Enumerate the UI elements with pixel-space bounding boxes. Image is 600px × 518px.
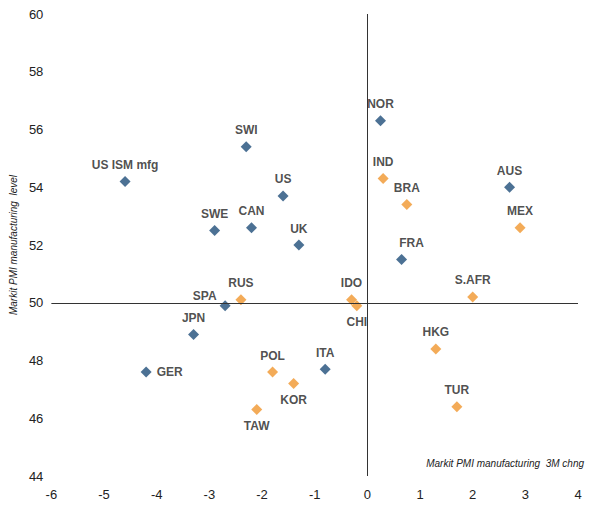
svg-text:54: 54 xyxy=(29,180,43,195)
svg-text:58: 58 xyxy=(29,64,43,79)
svg-text:44: 44 xyxy=(29,469,43,484)
svg-text:56: 56 xyxy=(29,122,43,137)
svg-text:1: 1 xyxy=(416,487,423,502)
svg-text:-3: -3 xyxy=(204,487,216,502)
svg-text:-2: -2 xyxy=(256,487,268,502)
svg-text:ITA: ITA xyxy=(316,346,335,360)
svg-text:HKG: HKG xyxy=(422,325,449,339)
svg-text:MEX: MEX xyxy=(507,204,533,218)
svg-text:-1: -1 xyxy=(309,487,321,502)
svg-text:BRA: BRA xyxy=(394,181,420,195)
svg-text:Markit PMI manufacturing 3M c: Markit PMI manufacturing 3M chng xyxy=(426,458,584,469)
svg-text:46: 46 xyxy=(29,411,43,426)
svg-text:KOR: KOR xyxy=(280,393,307,407)
svg-text:60: 60 xyxy=(29,7,43,22)
svg-text:48: 48 xyxy=(29,353,43,368)
svg-text:CHI: CHI xyxy=(346,315,367,329)
svg-text:AUS: AUS xyxy=(497,164,522,178)
svg-text:FRA: FRA xyxy=(399,236,424,250)
svg-text:4: 4 xyxy=(574,487,581,502)
svg-text:POL: POL xyxy=(260,349,285,363)
svg-text:NOR: NOR xyxy=(367,97,394,111)
svg-text:-4: -4 xyxy=(151,487,163,502)
svg-text:3: 3 xyxy=(522,487,529,502)
svg-text:US ISM mfg: US ISM mfg xyxy=(92,158,159,172)
svg-text:TUR: TUR xyxy=(445,383,470,397)
svg-text:TAW: TAW xyxy=(244,419,270,433)
svg-text:CAN: CAN xyxy=(238,204,264,218)
svg-text:SPA: SPA xyxy=(193,289,217,303)
svg-text:RUS: RUS xyxy=(228,276,253,290)
svg-text:S.AFR: S.AFR xyxy=(455,273,491,287)
svg-text:UK: UK xyxy=(290,222,308,236)
svg-text:2: 2 xyxy=(469,487,476,502)
svg-text:GER: GER xyxy=(157,365,183,379)
svg-text:IDO: IDO xyxy=(341,276,362,290)
svg-text:-6: -6 xyxy=(46,487,58,502)
svg-text:SWI: SWI xyxy=(235,123,258,137)
svg-text:0: 0 xyxy=(364,487,371,502)
svg-text:SWE: SWE xyxy=(201,207,228,221)
svg-text:IND: IND xyxy=(373,155,394,169)
svg-text:US: US xyxy=(275,172,292,186)
svg-text:-5: -5 xyxy=(98,487,110,502)
svg-text:50: 50 xyxy=(29,295,43,310)
svg-text:JPN: JPN xyxy=(182,311,205,325)
svg-text:52: 52 xyxy=(29,238,43,253)
svg-text:Markit PMI manufacturing leve: Markit PMI manufacturing level xyxy=(8,174,19,315)
